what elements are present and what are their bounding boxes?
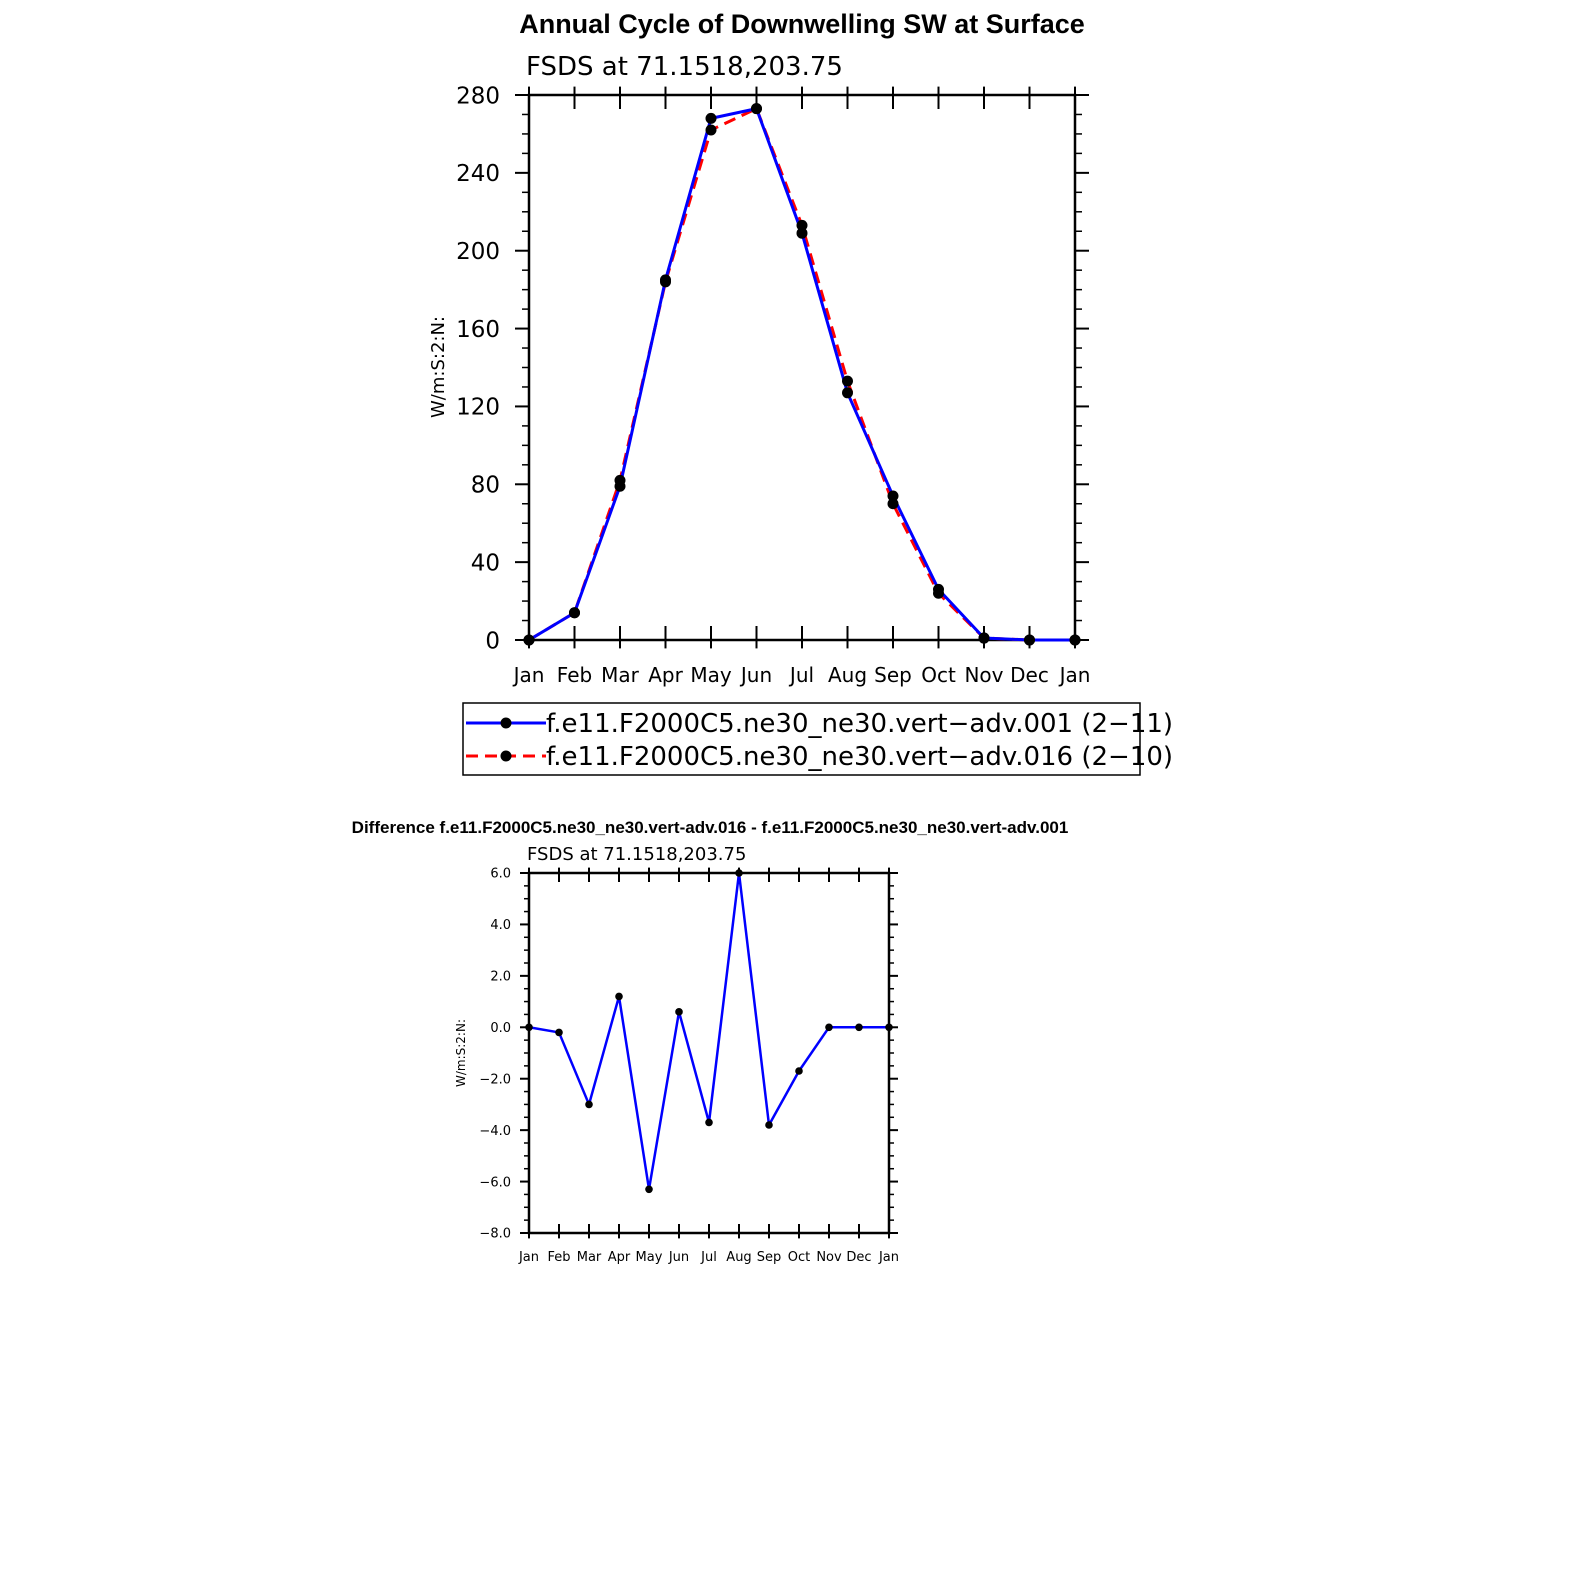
y-tick-label: 240: [456, 161, 500, 187]
x-tick-label: Feb: [557, 663, 592, 687]
x-tick-label: Nov: [816, 1250, 842, 1265]
legend-box: [462, 702, 1141, 776]
y-tick-label: 4.0: [490, 918, 511, 933]
annual-cycle-chart: Annual Cycle of Downwelling SW at Surfac…: [428, 9, 1173, 776]
y-tick-label: 0: [485, 628, 500, 654]
chart-title: Annual Cycle of Downwelling SW at Surfac…: [519, 9, 1085, 39]
plot-frame: [527, 871, 891, 1235]
x-tick-label: Jan: [878, 1250, 899, 1265]
data-point-series-1: [675, 1008, 683, 1016]
data-point-series-1: [842, 387, 853, 399]
y-axis-label: W/m:S:2:N:: [454, 1019, 468, 1087]
data-point-series-2: [887, 498, 899, 510]
data-point-series-1: [796, 227, 808, 239]
legend-label-series-2: f.e11.F2000C5.ne30_ne30.vert−adv.016 (2−…: [546, 742, 1173, 772]
data-point-series-1: [887, 490, 899, 502]
data-point-series-2: [614, 474, 626, 486]
data-point-series-2: [796, 219, 808, 231]
x-tick-label: Oct: [788, 1250, 810, 1265]
legend: f.e11.F2000C5.ne30_ne30.vert−adv.001 (2−…: [462, 702, 1173, 776]
x-tick-label: Feb: [547, 1250, 570, 1265]
plot-area: Jan Feb Mar Apr May Jun Jul Aug Sep Oct Nov Dec Jan 0…: [456, 83, 1090, 687]
y-tick-label: 160: [456, 317, 500, 343]
data-point-series-2: [523, 634, 535, 646]
x-tick-label: Jan: [518, 1250, 539, 1265]
x-tick-label: Mar: [601, 663, 640, 687]
chart-subtitle: FSDS at 71.1518,203.75: [526, 52, 843, 82]
x-tick-label: Sep: [757, 1250, 782, 1265]
chart-title: Difference f.e11.F2000C5.ne30_ne30.vert-…: [352, 818, 1069, 837]
data-point-series-2: [842, 375, 853, 387]
data-point-series-1: [645, 1185, 653, 1194]
x-tick-label: Mar: [577, 1250, 602, 1265]
data-point-series-1: [735, 869, 743, 877]
series-line-1: [528, 871, 889, 1191]
data-point-series-1: [855, 1023, 863, 1032]
x-tick-label: May: [636, 1250, 663, 1265]
legend-marker-series-2: [500, 750, 512, 762]
data-point-series-1: [795, 1067, 803, 1075]
data-point-series-2: [705, 124, 717, 136]
data-point-series-1: [555, 1028, 563, 1037]
x-tick-label: Jan: [1058, 663, 1091, 687]
x-tick-label: Aug: [828, 663, 867, 687]
x-tick-label: Dec: [1010, 663, 1049, 687]
x-tick-label: Apr: [648, 663, 683, 687]
x-tick-label: Aug: [726, 1250, 751, 1265]
y-axis-label: W/m:S:2:N:: [428, 316, 449, 418]
data-point-series-1: [705, 1118, 713, 1127]
x-tick-label: Jul: [700, 1250, 717, 1265]
y-tick-label: 40: [471, 550, 500, 576]
plot-area: Jan Feb Mar Apr May Jun Jul Aug Sep Oct Nov Dec Jan−…: [479, 867, 899, 1265]
series-line-1: [528, 107, 1075, 642]
data-point-series-1: [615, 992, 623, 1001]
data-point-series-2: [569, 607, 580, 619]
x-tick-label: Jun: [668, 1250, 689, 1265]
x-tick-label: Apr: [608, 1250, 631, 1265]
data-point-series-1: [705, 112, 717, 124]
data-point-series-2: [1024, 634, 1035, 646]
plot-frame: [527, 93, 1077, 642]
legend-label-series-1: f.e11.F2000C5.ne30_ne30.vert−adv.001 (2−…: [546, 709, 1173, 739]
data-point-series-2: [933, 587, 944, 599]
y-tick-label: 200: [456, 239, 500, 265]
y-tick-label: −4.0: [479, 1124, 511, 1139]
x-tick-label: Dec: [846, 1250, 871, 1265]
y-tick-label: −8.0: [479, 1227, 511, 1242]
y-tick-label: 0.0: [490, 1021, 511, 1036]
x-tick-label: Jan: [512, 663, 545, 687]
legend-marker-series-1: [500, 717, 512, 729]
y-tick-label: 80: [471, 473, 500, 499]
y-tick-label: 2.0: [490, 970, 511, 985]
data-point-series-2: [751, 103, 762, 115]
y-tick-label: 6.0: [490, 867, 511, 882]
data-point-series-2: [660, 276, 671, 288]
series-line-2: [528, 107, 1075, 642]
x-tick-label: Jun: [739, 663, 772, 687]
y-tick-label: −2.0: [479, 1072, 511, 1087]
data-point-series-1: [885, 1023, 893, 1032]
x-tick-label: Oct: [921, 663, 956, 687]
x-tick-label: Nov: [964, 663, 1003, 687]
data-point-series-2: [1069, 634, 1081, 646]
data-point-series-1: [825, 1023, 833, 1032]
data-point-series-1: [525, 1023, 533, 1032]
y-tick-label: 280: [456, 83, 500, 109]
data-point-series-2: [978, 632, 990, 644]
x-tick-label: Jul: [788, 663, 814, 687]
data-point-series-1: [585, 1100, 593, 1109]
chart-subtitle: FSDS at 71.1518,203.75: [527, 844, 746, 865]
x-tick-label: Sep: [874, 663, 912, 687]
y-tick-label: −6.0: [479, 1175, 511, 1190]
data-point-series-1: [765, 1121, 773, 1129]
x-tick-label: May: [690, 663, 732, 687]
difference-chart: Difference f.e11.F2000C5.ne30_ne30.vert-…: [352, 818, 1069, 1265]
y-tick-label: 120: [456, 395, 500, 421]
